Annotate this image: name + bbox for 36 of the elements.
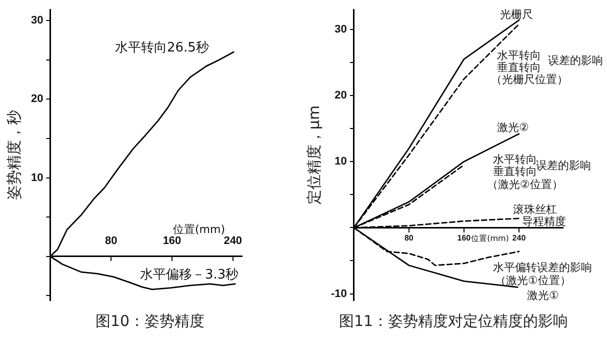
y-tick-label: 10 xyxy=(334,156,347,168)
x-tick-label: 240 xyxy=(224,235,242,248)
text: 图11：姿势精度对定位精度的影响 xyxy=(338,312,570,331)
x-tick-label: 160 xyxy=(162,235,182,248)
x-tick-label: 80 xyxy=(104,235,118,248)
annotation: 垂直转向 xyxy=(497,60,541,74)
y-tick-label: 10 xyxy=(30,172,44,184)
annotation: 垂直转向 xyxy=(493,164,537,178)
y-axis-title: 定位精度，μm xyxy=(304,105,323,205)
x-tick-label: 160 xyxy=(457,234,472,243)
annotation: 误差的影响 xyxy=(548,54,603,67)
text: 图10：姿势精度 xyxy=(94,312,206,331)
annotation: 激光② xyxy=(497,120,529,134)
annotation: 滚珠丝杠 xyxy=(513,202,557,216)
annotation: 水平转向 xyxy=(497,48,541,62)
annotation: （光栅尺位置） xyxy=(491,72,568,86)
y-tick-label: 30 xyxy=(30,14,44,27)
annotation: 光栅尺 xyxy=(500,8,533,21)
annotation: 水平转向26.5秒 xyxy=(115,40,209,56)
y-tick-label: -10 xyxy=(330,288,347,300)
x-tick-label: 240 xyxy=(512,234,526,243)
annotation: （激光①位置） xyxy=(495,274,571,287)
x-axis-title: 位置(mm) xyxy=(471,234,509,244)
annotation: 误差的影响 xyxy=(536,158,591,172)
annotation: 水平偏移－3.3秒 xyxy=(140,267,239,282)
x-tick-label: 80 xyxy=(404,234,414,243)
annotation: 导程精度 xyxy=(522,214,566,228)
y-tick-label: 20 xyxy=(30,93,44,106)
y-tick-label: 20 xyxy=(334,90,347,102)
y-tick-label: 30 xyxy=(334,23,347,36)
annotation: 激光① xyxy=(527,288,559,302)
annotation: 水平转向 xyxy=(493,152,537,166)
annotation: （激光②位置） xyxy=(487,178,563,191)
x-axis-title: 位置(mm) xyxy=(172,222,226,236)
annotation: 水平偏转误差的影响 xyxy=(493,260,592,274)
y-axis-title: 姿势精度，秒 xyxy=(4,110,23,200)
